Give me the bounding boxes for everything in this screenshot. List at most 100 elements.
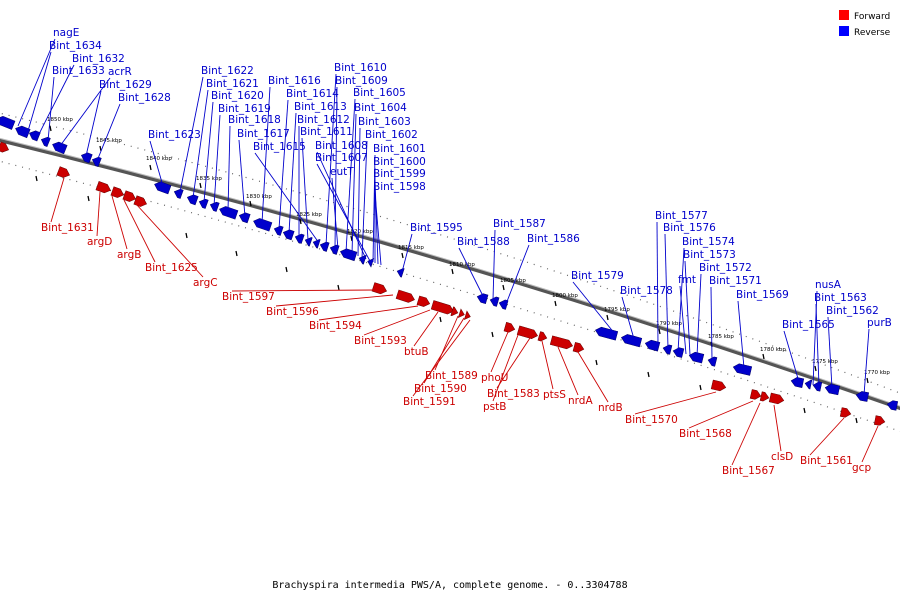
tick-label: 1820 kbp xyxy=(347,229,373,235)
forward-gene-label: pstB xyxy=(483,401,506,413)
forward-gene-arrow xyxy=(416,295,431,307)
genome-caption: Brachyspira intermedia PWS/A, complete g… xyxy=(272,580,627,591)
forward-gene-arrow xyxy=(395,289,415,303)
reverse-gene-label: Bint_1612 xyxy=(297,114,350,126)
forward-gene-arrow xyxy=(430,300,454,315)
forward-gene-arrow xyxy=(457,308,465,319)
forward-gene-label: Bint_1597 xyxy=(222,291,275,303)
forward-gene-arrow xyxy=(56,166,70,178)
reverse-gene-arrow xyxy=(52,141,68,155)
reverse-gene-label: Bint_1577 xyxy=(655,210,708,222)
tick-label: 1850 kbp xyxy=(47,117,73,123)
tick-label: 1795 kbp xyxy=(604,307,630,313)
reverse-gene-label: Bint_1623 xyxy=(148,129,201,141)
forward-gene-arrow xyxy=(572,342,585,353)
reverse-gene-arrow xyxy=(282,229,295,241)
reverse-gene-arrow xyxy=(209,201,220,212)
reverse-gene-label: Bint_1574 xyxy=(682,236,735,248)
reverse-gene-arrow xyxy=(15,125,31,139)
tick-label: 1790 kbp xyxy=(656,321,682,327)
reverse-gene-label: Bint_1563 xyxy=(814,292,867,304)
reverse-gene-arrow xyxy=(294,233,305,244)
reverse-gene-label: Bint_1571 xyxy=(709,275,762,287)
tick-label: 1800 kbp xyxy=(552,293,578,299)
forward-gene-label: phoU xyxy=(481,372,508,384)
reverse-gene-label: Bint_1599 xyxy=(373,168,426,180)
reverse-gene-arrow xyxy=(790,377,805,388)
forward-gene-label: btuB xyxy=(404,346,429,358)
reverse-gene-label: Bint_1618 xyxy=(228,114,281,126)
reverse-gene-arrow xyxy=(662,344,673,355)
forward-gene-label: Bint_1625 xyxy=(145,262,198,274)
tick-label: 1805 kbp xyxy=(500,278,526,284)
reverse-gene-arrow xyxy=(620,334,643,348)
reverse-gene-label: Bint_1572 xyxy=(699,262,752,274)
forward-gene-arrow xyxy=(95,181,111,194)
reverse-gene-arrow xyxy=(489,296,500,307)
reverse-gene-label: Bint_1634 xyxy=(49,40,102,52)
tick-label: 1775 kbp xyxy=(812,359,838,365)
reverse-gene-label: Bint_1579 xyxy=(571,270,624,282)
reverse-gene-label: Bint_1628 xyxy=(118,92,171,104)
reverse-gene-arrow xyxy=(855,391,870,402)
kbp-ticks: 1850 kbp 1845 kbp 1840 kbp 1835 kbp 1830… xyxy=(47,117,890,376)
forward-gene-arrow xyxy=(710,379,727,392)
reverse-gene-label: Bint_1629 xyxy=(99,79,152,91)
reverse-gene-label: Bint_1632 xyxy=(72,53,125,65)
reverse-gene-label: Bint_1617 xyxy=(237,128,290,140)
forward-gene-label: Bint_1589 xyxy=(425,370,478,382)
reverse-gene-arrow xyxy=(238,212,251,224)
reverse-gene-label: Bint_1620 xyxy=(211,90,264,102)
reverse-gene-arrow xyxy=(154,181,172,195)
reverse-gene-label: Bint_1610 xyxy=(334,62,387,74)
forward-gene-label: nrdB xyxy=(598,402,623,414)
tick-label: 1810 kbp xyxy=(449,262,475,268)
tick-label: 1840 kbp xyxy=(146,156,172,162)
reverse-gene-arrow xyxy=(804,379,813,390)
forward-gene-label: ptsS xyxy=(543,389,566,401)
reverse-gene-arrow xyxy=(824,383,841,396)
reverse-gene-label: purB xyxy=(867,317,892,329)
reverse-gene-label: Bint_1604 xyxy=(354,102,407,114)
forward-gene-label: gcp xyxy=(852,462,871,474)
reverse-gene-label: acrR xyxy=(108,66,132,78)
reverse-gene-label: Bint_1614 xyxy=(286,88,339,100)
reverse-gene-arrow xyxy=(340,248,358,262)
tick-marks xyxy=(35,125,869,424)
reverse-gene-label: Bint_1598 xyxy=(373,181,426,193)
reverse-gene-arrow xyxy=(304,237,313,247)
reverse-gene-label: Bint_1586 xyxy=(527,233,580,245)
tick-label: 1770 kbp xyxy=(864,370,890,376)
genome-backbone xyxy=(0,138,900,411)
tick-label: 1780 kbp xyxy=(760,347,786,353)
reverse-gene-label: fmt xyxy=(678,274,696,286)
reverse-gene-label: Bint_1633 xyxy=(52,65,105,77)
forward-gene-arrow xyxy=(503,321,516,333)
reverse-gene-label: nusA xyxy=(815,279,842,291)
forward-gene-arrow xyxy=(873,415,886,426)
reverse-gene-label: Bint_1578 xyxy=(620,285,673,297)
reverse-gene-label: eutT xyxy=(330,166,354,178)
forward-gene-label: Bint_1590 xyxy=(414,383,467,395)
reverse-gene-arrow xyxy=(886,400,899,411)
forward-gene-label: Bint_1596 xyxy=(266,306,319,318)
forward-gene-label: Bint_1594 xyxy=(309,320,362,332)
reverse-gene-arrow xyxy=(29,130,41,142)
forward-gene-label: Bint_1583 xyxy=(487,388,540,400)
forward-swatch xyxy=(839,10,849,20)
forward-gene-arrow xyxy=(768,392,785,405)
reverse-gene-label: Bint_1602 xyxy=(365,129,418,141)
forward-gene-label: Bint_1568 xyxy=(679,428,732,440)
forward-gene-label: Bint_1570 xyxy=(625,414,678,426)
reverse-gene-arrow xyxy=(273,225,284,236)
reverse-gene-arrow xyxy=(367,258,375,268)
forward-gene-arrow xyxy=(537,331,548,342)
reverse-gene-arrow xyxy=(319,241,330,252)
forward-gene-arrow xyxy=(450,306,459,316)
reverse-gene-label: Bint_1616 xyxy=(268,75,321,87)
forward-gene-label: argC xyxy=(193,277,218,289)
forward-gene-label: nrdA xyxy=(568,395,593,407)
forward-gene-arrow xyxy=(110,186,124,198)
reverse-legend-label: Reverse xyxy=(854,28,891,38)
